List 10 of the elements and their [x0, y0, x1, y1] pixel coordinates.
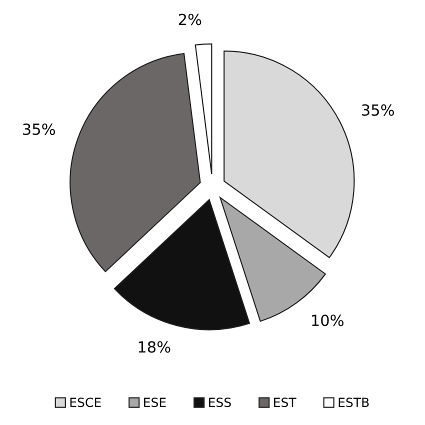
- data-label: 35%: [23, 123, 55, 136]
- data-label: 18%: [138, 341, 170, 353]
- legend-label: ESE: [144, 398, 166, 408]
- legend-label: ESS: [209, 398, 231, 408]
- data-label: 35%: [362, 104, 394, 116]
- legend-label: EST: [274, 398, 296, 408]
- data-label: 2%: [178, 14, 202, 26]
- legend-label: ESTB: [338, 398, 369, 408]
- data-label: 10%: [312, 314, 344, 326]
- legend-label: ESCE: [70, 398, 101, 408]
